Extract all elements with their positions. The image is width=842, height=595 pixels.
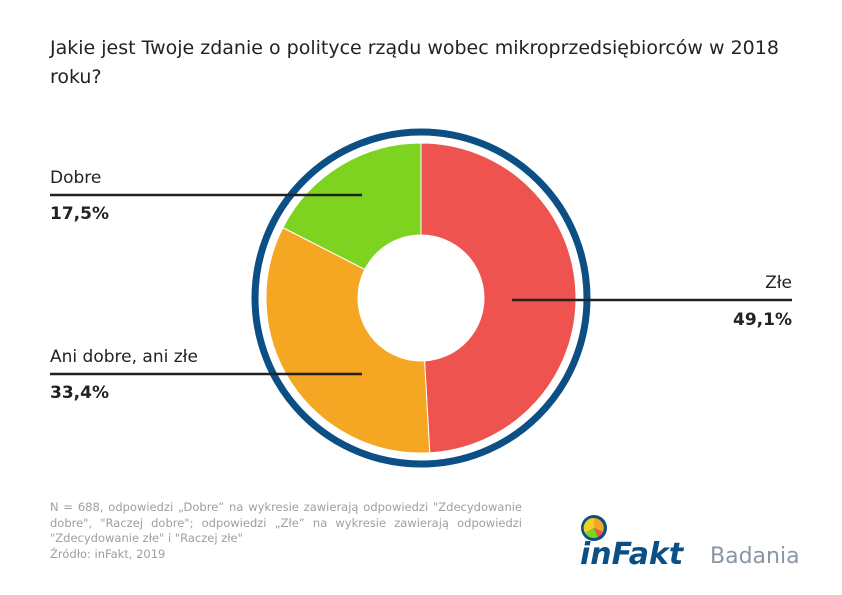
value-ani: 33,4% — [50, 383, 109, 403]
slice-2 — [282, 142, 422, 271]
label-dobre: Dobre — [50, 168, 102, 188]
value-zle: 49,1% — [733, 310, 792, 330]
value-dobre: 17,5% — [50, 204, 109, 224]
source: Źródło: inFakt, 2019 — [50, 546, 166, 561]
footnote-text: N = 688, odpowiedzi „Dobre” na wykresie … — [50, 500, 522, 545]
infakt-logo: inFakt — [580, 515, 685, 572]
label-ani: Ani dobre, ani złe — [50, 347, 198, 367]
slice-1 — [265, 226, 431, 454]
chart-title: Jakie jest Twoje zdanie o polityce rządu… — [50, 37, 779, 88]
label-zle: Złe — [765, 273, 792, 293]
slice-0 — [420, 142, 577, 454]
outer-ring — [251, 128, 591, 468]
footnote: N = 688, odpowiedzi „Dobre” na wykresie … — [50, 500, 522, 562]
svg-text:inFakt: inFakt — [580, 537, 685, 572]
logo-suffix: Badania — [710, 544, 800, 569]
